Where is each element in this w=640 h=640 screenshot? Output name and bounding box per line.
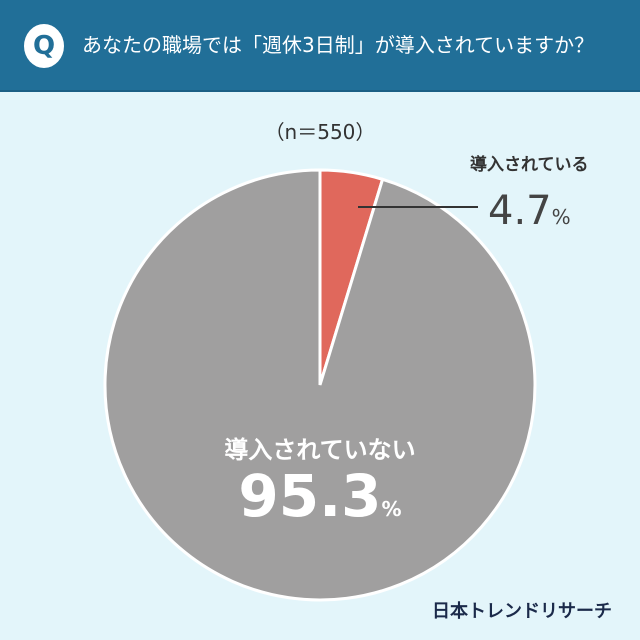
value-yes-unit: % — [551, 205, 571, 229]
slice-value-yes: 4.7% — [488, 188, 571, 234]
slice-value-no: 95.3% — [0, 462, 640, 530]
value-yes-number: 4.7 — [488, 188, 552, 234]
brand-logo: 日本トレンドリサーチ — [432, 601, 612, 622]
header: Q あなたの職場では「週休3日制」が導入されていますか？ — [0, 0, 640, 92]
pie-slice-1 — [103, 168, 537, 602]
value-no-number: 95.3 — [238, 462, 382, 530]
question-title: あなたの職場では「週休3日制」が導入されていますか？ — [82, 33, 595, 57]
sample-size: （n＝550） — [264, 120, 376, 144]
q-badge-icon: Q — [24, 24, 64, 68]
slice-label-yes: 導入されている — [470, 155, 589, 175]
value-no-unit: % — [381, 497, 402, 521]
slice-label-no: 導入されていない — [224, 436, 416, 464]
